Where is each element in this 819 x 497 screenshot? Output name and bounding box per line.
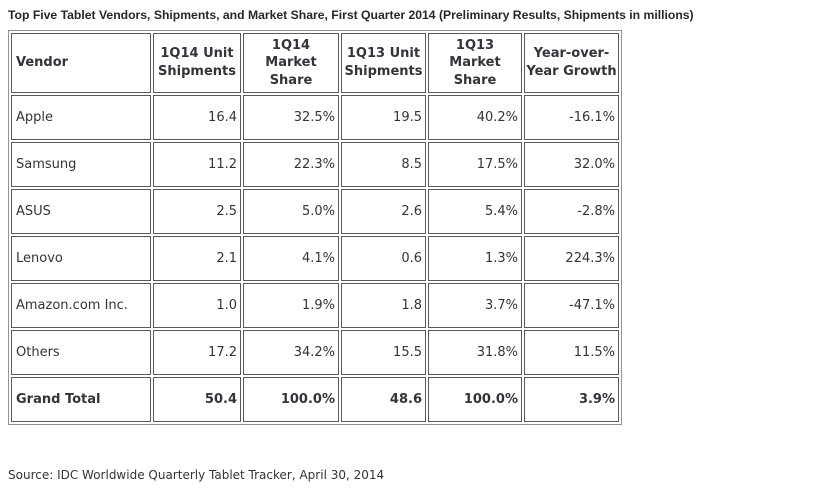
grand-total-1q14-units: 50.4 [153,377,241,422]
value-cell: 2.1 [153,236,241,281]
value-cell: 32.5% [243,95,339,140]
vendor-cell: Amazon.com Inc. [11,283,151,328]
grand-total-yoy-growth: 3.9% [524,377,619,422]
value-cell: 40.2% [428,95,522,140]
value-cell: 8.5 [341,142,426,187]
table-row: Lenovo 2.1 4.1% 0.6 1.3% 224.3% [11,236,619,281]
value-cell: 15.5 [341,330,426,375]
value-cell: -16.1% [524,95,619,140]
table-row: ASUS 2.5 5.0% 2.6 5.4% -2.8% [11,189,619,234]
value-cell: 19.5 [341,95,426,140]
value-cell: 34.2% [243,330,339,375]
column-header-vendor: Vendor [11,33,151,93]
value-cell: 32.0% [524,142,619,187]
table-row: Amazon.com Inc. 1.0 1.9% 1.8 3.7% -47.1% [11,283,619,328]
table-body: Apple 16.4 32.5% 19.5 40.2% -16.1% Samsung 11.2… [11,95,619,375]
table-footer: Grand Total 50.4 100.0% 48.6 100.0% 3.9% [11,377,619,422]
value-cell: 5.0% [243,189,339,234]
table-header: Vendor 1Q14 Unit Shipments 1Q14 Market S… [11,33,619,93]
value-cell: 1.0 [153,283,241,328]
value-cell: 0.6 [341,236,426,281]
value-cell: 1.8 [341,283,426,328]
value-cell: 17.2 [153,330,241,375]
column-header-yoy-growth: Year-over-Year Growth [524,33,619,93]
page-title: Top Five Tablet Vendors, Shipments, and … [8,8,694,22]
value-cell: 11.2 [153,142,241,187]
value-cell: 17.5% [428,142,522,187]
vendor-cell: Lenovo [11,236,151,281]
value-cell: 2.5 [153,189,241,234]
vendor-cell: Others [11,330,151,375]
grand-total-label: Grand Total [11,377,151,422]
grand-total-1q14-share: 100.0% [243,377,339,422]
grand-total-1q13-units: 48.6 [341,377,426,422]
vendor-shipments-table: Vendor 1Q14 Unit Shipments 1Q14 Market S… [8,30,622,425]
column-header-1q14-market-share: 1Q14 Market Share [243,33,339,93]
value-cell: 3.7% [428,283,522,328]
value-cell: 2.6 [341,189,426,234]
grand-total-row: Grand Total 50.4 100.0% 48.6 100.0% 3.9% [11,377,619,422]
value-cell: 5.4% [428,189,522,234]
value-cell: -2.8% [524,189,619,234]
vendor-cell: Apple [11,95,151,140]
page: Top Five Tablet Vendors, Shipments, and … [8,8,694,482]
column-header-1q13-unit-shipments: 1Q13 Unit Shipments [341,33,426,93]
source-note: Source: IDC Worldwide Quarterly Tablet T… [8,468,385,482]
column-header-1q14-unit-shipments: 1Q14 Unit Shipments [153,33,241,93]
value-cell: -47.1% [524,283,619,328]
table-row: Others 17.2 34.2% 15.5 31.8% 11.5% [11,330,619,375]
value-cell: 4.1% [243,236,339,281]
value-cell: 31.8% [428,330,522,375]
value-cell: 224.3% [524,236,619,281]
value-cell: 11.5% [524,330,619,375]
vendor-cell: ASUS [11,189,151,234]
header-row: Vendor 1Q14 Unit Shipments 1Q14 Market S… [11,33,619,93]
value-cell: 22.3% [243,142,339,187]
value-cell: 16.4 [153,95,241,140]
column-header-1q13-market-share: 1Q13 Market Share [428,33,522,93]
vendor-cell: Samsung [11,142,151,187]
grand-total-1q13-share: 100.0% [428,377,522,422]
value-cell: 1.3% [428,236,522,281]
value-cell: 1.9% [243,283,339,328]
table-row: Apple 16.4 32.5% 19.5 40.2% -16.1% [11,95,619,140]
table-row: Samsung 11.2 22.3% 8.5 17.5% 32.0% [11,142,619,187]
